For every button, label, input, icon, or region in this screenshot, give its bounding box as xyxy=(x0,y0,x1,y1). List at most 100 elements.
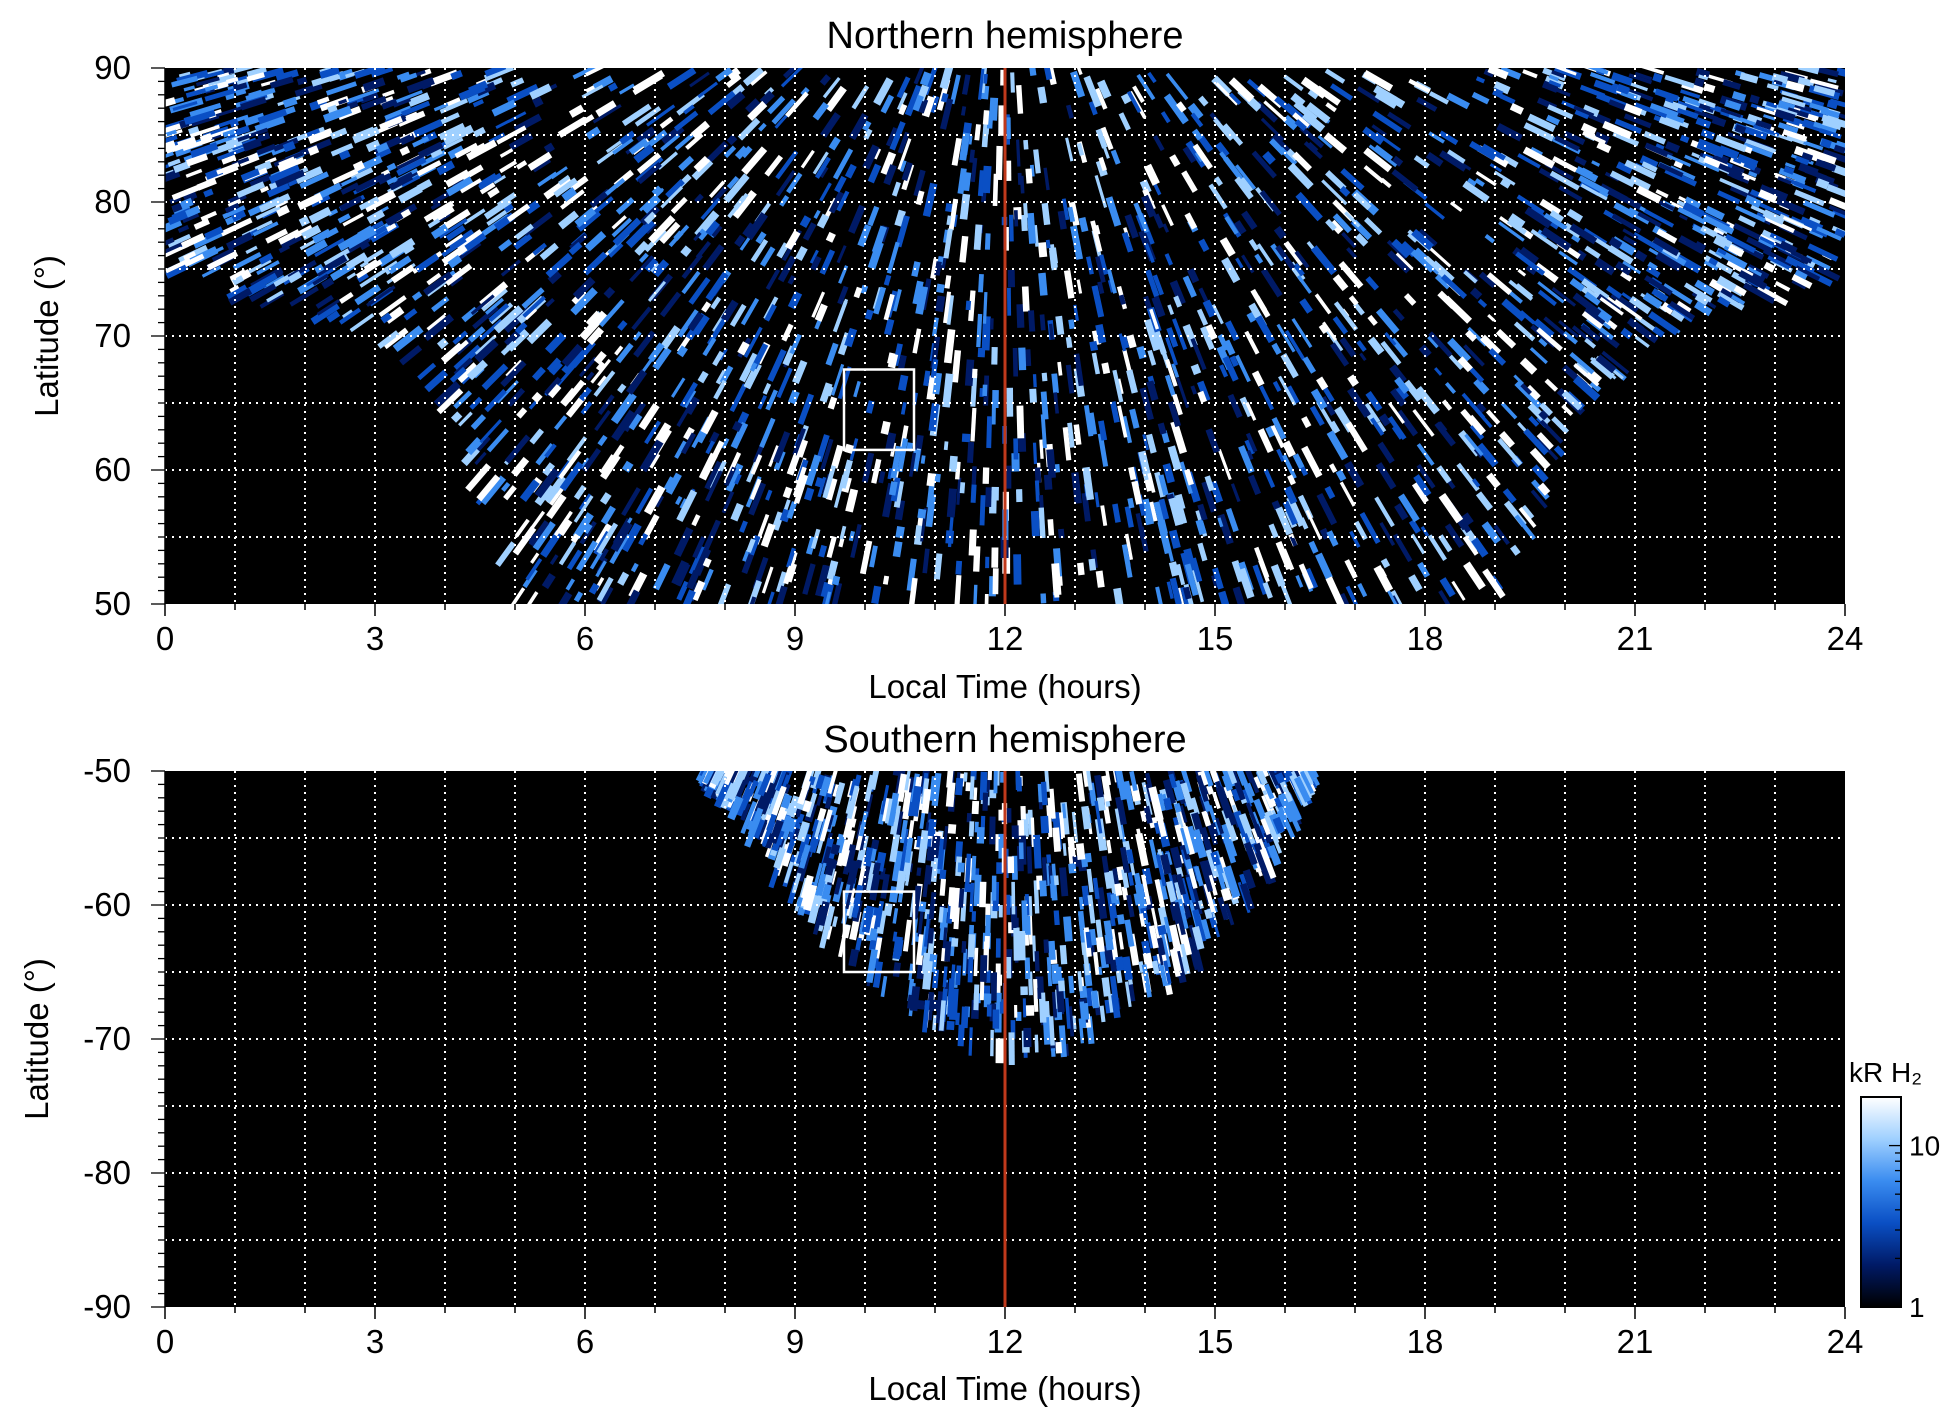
north-emission-streak xyxy=(910,449,921,472)
north-emission-streak xyxy=(1677,100,1704,113)
north-emission-streak xyxy=(438,218,468,239)
north-emission-streak xyxy=(1662,283,1693,305)
north-emission-streak xyxy=(422,313,455,342)
north-emission-streak xyxy=(479,318,503,341)
north-emission-streak xyxy=(820,112,841,138)
north-emission-streak xyxy=(1375,308,1400,335)
north-emission-streak xyxy=(1712,152,1730,165)
north-emission-streak xyxy=(1835,68,1845,77)
north-emission-streak xyxy=(1742,282,1776,304)
north-emission-streak xyxy=(1427,336,1439,349)
north-emission-streak xyxy=(930,258,939,279)
south-emission-streak xyxy=(955,965,962,986)
north-emission-streak xyxy=(749,362,758,372)
north-emission-streak xyxy=(1696,141,1725,158)
south-emission-streak xyxy=(963,772,968,782)
south-emission-streak xyxy=(928,891,937,920)
north-emission-streak xyxy=(1095,323,1107,344)
north-emission-streak xyxy=(939,68,954,90)
north-emission-streak xyxy=(621,487,641,517)
north-emission-streak xyxy=(196,177,217,191)
north-emission-streak xyxy=(397,185,423,204)
south-emission-streak xyxy=(899,837,909,872)
north-emission-streak xyxy=(888,481,898,496)
north-emission-streak xyxy=(468,80,489,95)
north-emission-streak xyxy=(617,571,630,586)
south-emission-streak xyxy=(921,788,932,814)
north-emission-streak xyxy=(1187,102,1204,120)
north-emission-streak xyxy=(316,299,340,316)
north-emission-streak xyxy=(832,300,848,333)
south-emission-streak xyxy=(1123,780,1135,811)
north-emission-streak xyxy=(265,228,289,244)
north-emission-streak xyxy=(1088,558,1097,571)
south-emission-streak xyxy=(746,820,754,831)
north-emission-streak xyxy=(869,545,878,568)
south-emission-streak xyxy=(904,771,911,791)
north-emission-streak xyxy=(1320,396,1336,416)
north-emission-streak xyxy=(621,460,634,473)
south-emission-streak xyxy=(724,771,735,786)
north-emission-streak xyxy=(1077,562,1085,576)
north-emission-streak xyxy=(342,212,365,227)
north-emission-streak xyxy=(1082,466,1095,501)
south-emission-streak xyxy=(770,786,784,808)
north-emission-streak xyxy=(1477,298,1488,308)
south-emission-streak xyxy=(1142,952,1154,970)
north-emission-streak xyxy=(240,168,260,182)
north-emission-streak xyxy=(1571,325,1594,344)
north-emission-streak xyxy=(968,290,976,322)
north-emission-streak xyxy=(1244,439,1255,455)
north-emission-streak xyxy=(167,158,181,167)
north-emission-streak xyxy=(399,133,416,146)
north-emission-streak xyxy=(802,222,817,241)
north-emission-streak xyxy=(1739,171,1757,182)
north-emission-streak xyxy=(600,505,616,525)
north-emission-streak xyxy=(266,182,291,198)
south-emission-streak xyxy=(785,817,797,833)
north-emission-streak xyxy=(1390,387,1407,407)
north-emission-streak xyxy=(339,195,363,212)
north-emission-streak xyxy=(1583,227,1608,245)
south-emission-streak xyxy=(1138,961,1145,974)
north-emission-streak xyxy=(426,272,442,286)
south-emission-streak xyxy=(1115,956,1125,971)
north-emission-streak xyxy=(1463,270,1478,284)
north-emission-streak xyxy=(788,389,800,405)
north-emission-streak xyxy=(514,321,528,335)
south-emission-streak xyxy=(1018,930,1026,961)
south-x-tick-label: 15 xyxy=(1197,1323,1234,1360)
north-emission-streak xyxy=(630,562,639,573)
north-emission-streak xyxy=(359,240,371,251)
north-emission-streak xyxy=(1539,402,1554,417)
north-emission-streak xyxy=(365,139,381,153)
north-emission-streak xyxy=(705,220,720,237)
north-emission-streak xyxy=(296,76,308,86)
north-emission-streak xyxy=(789,333,802,355)
north-emission-streak xyxy=(647,342,665,363)
north-emission-streak xyxy=(1634,250,1648,263)
north-emission-streak xyxy=(1484,233,1495,244)
north-emission-streak xyxy=(392,325,424,353)
north-emission-streak xyxy=(1745,267,1767,283)
north-emission-streak xyxy=(663,476,675,491)
north-emission-streak xyxy=(1700,128,1716,140)
north-emission-streak xyxy=(909,452,916,477)
north-emission-streak xyxy=(217,72,230,81)
north-emission-streak xyxy=(1520,383,1532,395)
north-emission-streak xyxy=(1795,265,1821,282)
north-emission-streak xyxy=(254,116,286,133)
north-emission-streak xyxy=(1537,289,1557,307)
south-emission-streak xyxy=(1064,997,1071,1029)
north-emission-streak xyxy=(1282,440,1296,458)
north-emission-streak xyxy=(906,558,917,591)
north-emission-streak xyxy=(165,140,176,150)
north-emission-streak xyxy=(1589,381,1602,393)
north-emission-streak xyxy=(547,270,562,285)
north-emission-streak xyxy=(688,277,711,305)
north-emission-streak xyxy=(1566,208,1584,223)
north-emission-streak xyxy=(483,197,513,220)
north-emission-streak xyxy=(1215,82,1239,106)
north-emission-streak xyxy=(973,224,983,250)
south-emission-streak xyxy=(961,940,967,953)
